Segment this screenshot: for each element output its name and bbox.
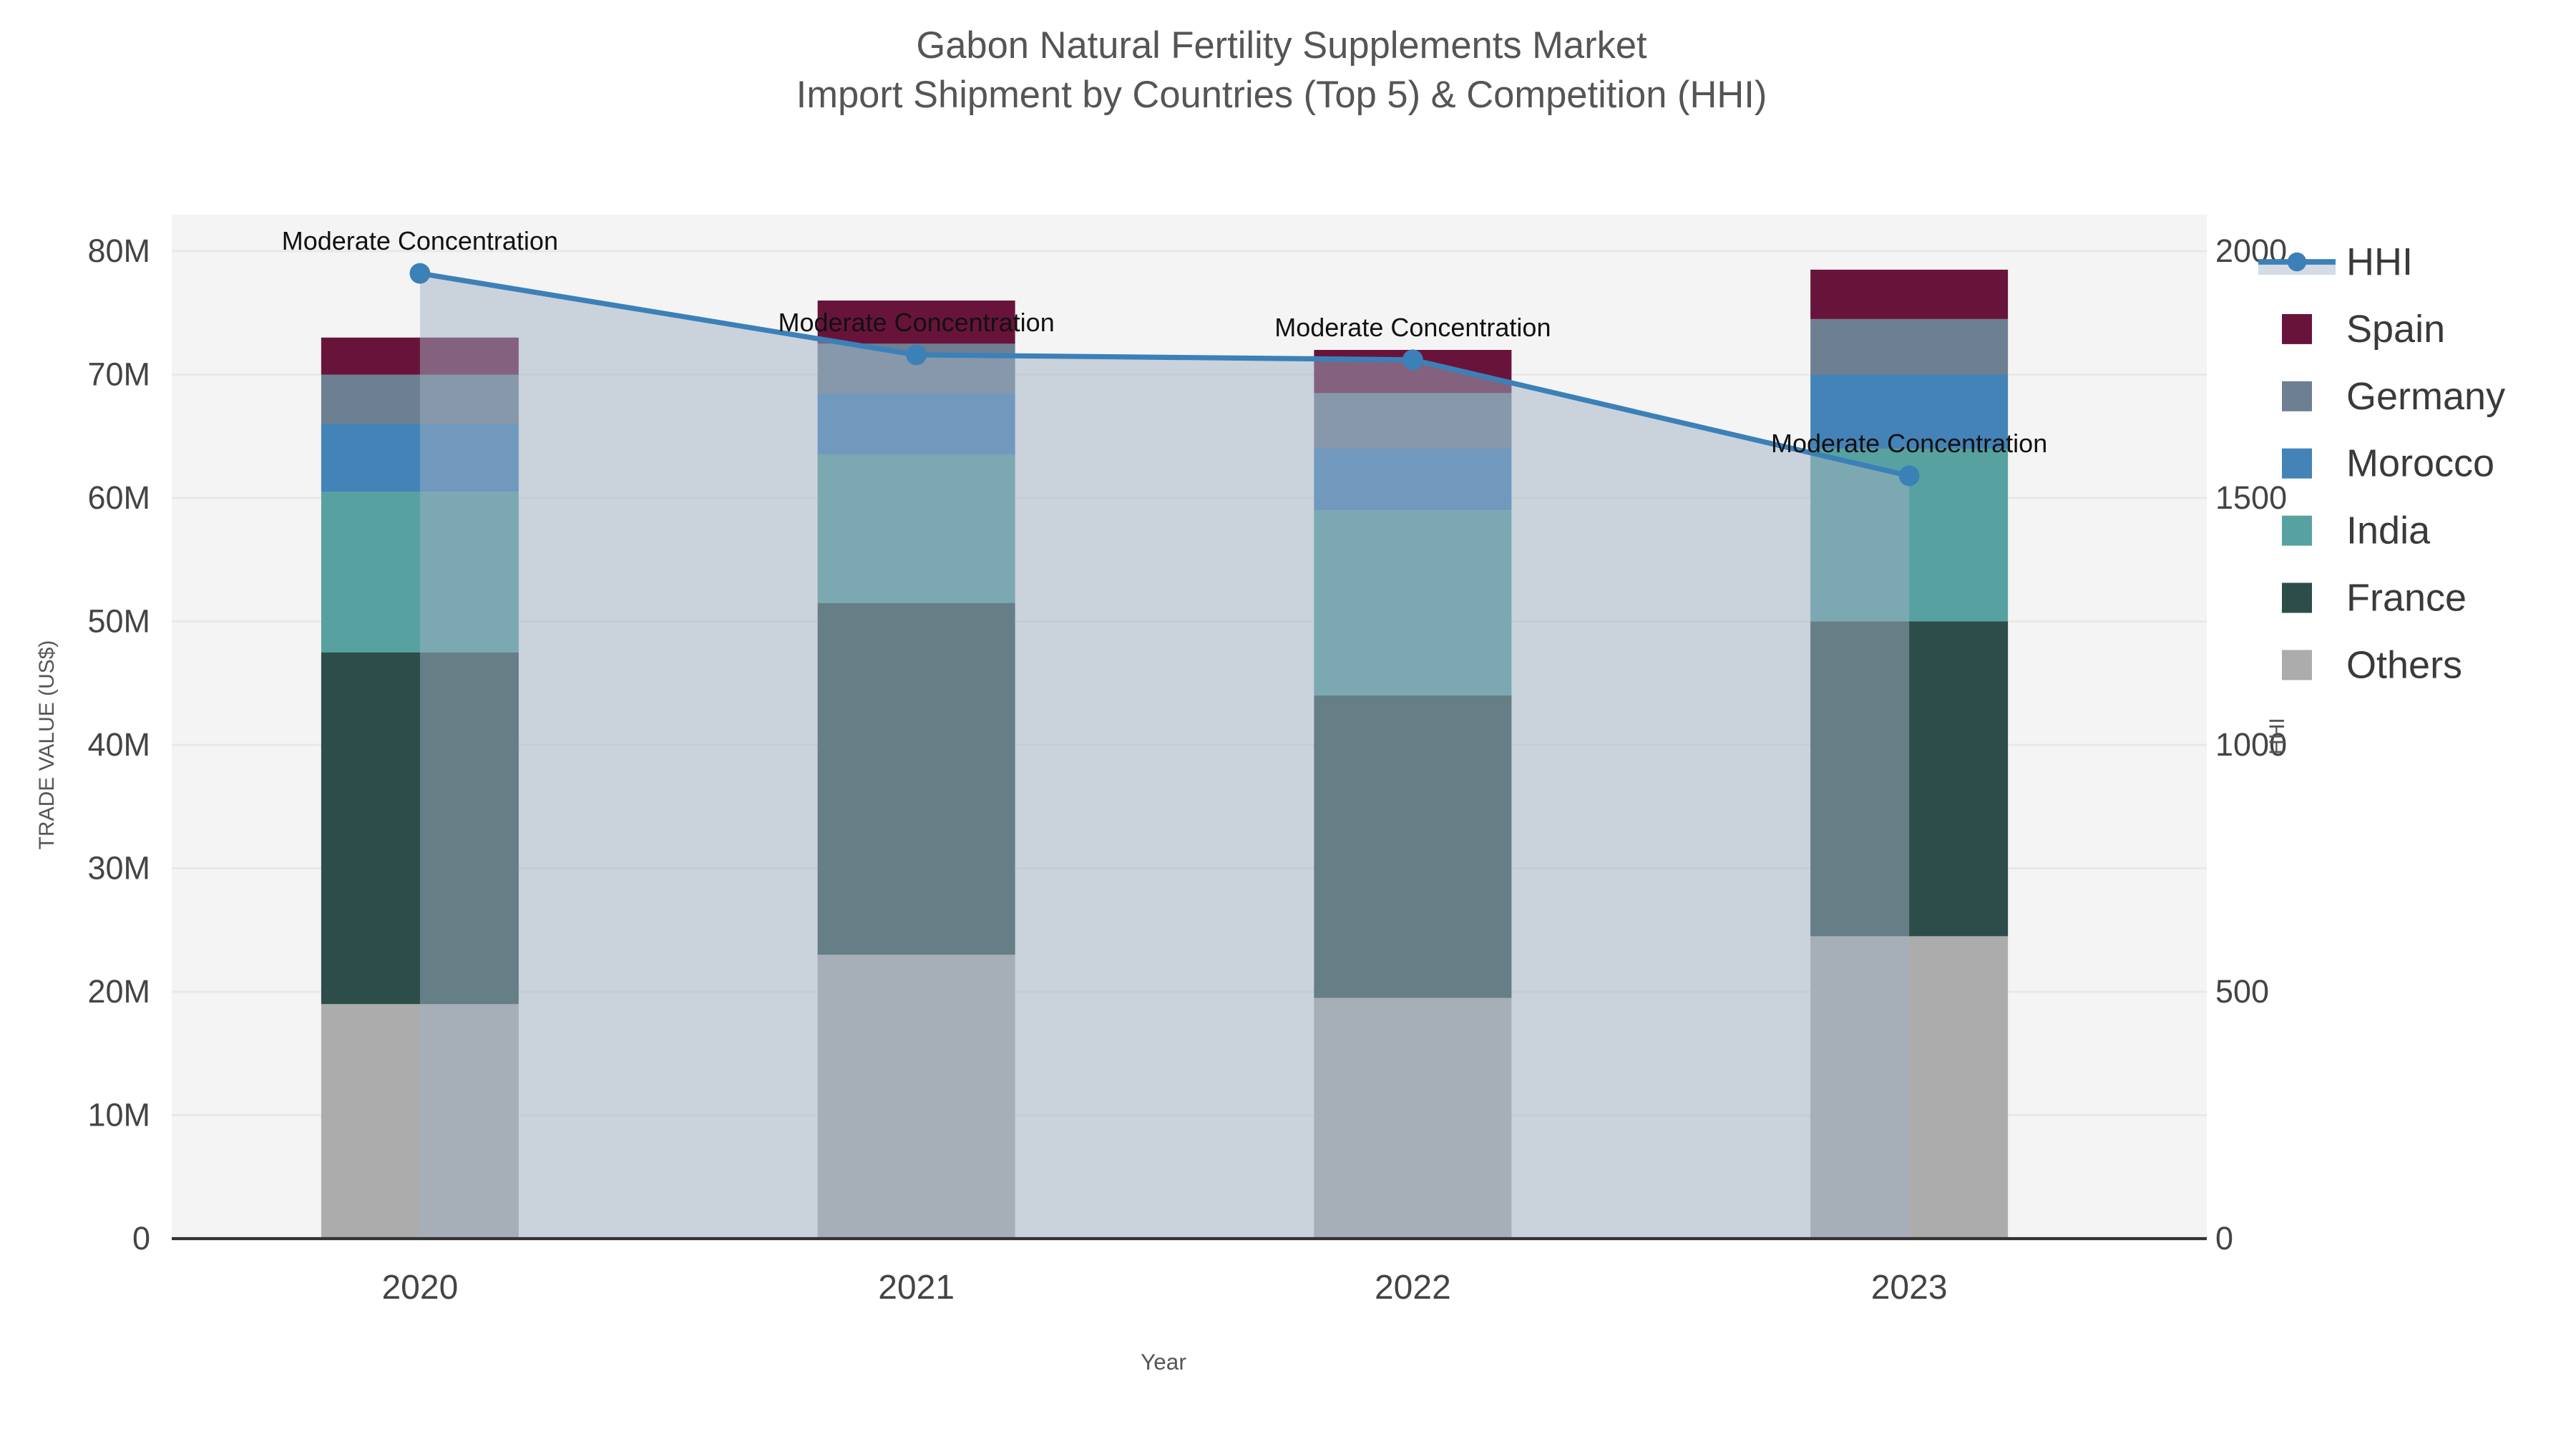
y-left-tick-10M: 10M [87,1097,150,1133]
legend-swatch-others [2282,650,2312,680]
legend-hhi-marker-icon [2287,252,2307,272]
annotation-2023: Moderate Concentration [1771,429,2047,458]
legend-item-germany[interactable]: Germany [2282,375,2505,418]
x-tick-2023: 2023 [1871,1269,1948,1307]
chart-title-line2: Import Shipment by Countries (Top 5) & C… [796,74,1767,116]
x-axis-title: Year [1141,1349,1186,1375]
hhi-marker-2022[interactable] [1402,349,1423,371]
legend-label-others: Others [2346,643,2462,686]
bar-segment-germany-2023[interactable] [1810,318,2009,375]
legend-item-hhi[interactable]: HHI [2258,240,2413,283]
y-left-tick-20M: 20M [87,973,150,1010]
legend-item-others[interactable]: Others [2282,643,2462,686]
legend-swatch-morocco [2282,448,2312,479]
bar-segment-spain-2023[interactable] [1810,269,2009,319]
y-right-tick-1500: 1500 [2215,479,2287,516]
annotation-2021: Moderate Concentration [779,308,1055,337]
hhi-area-band [419,273,1910,1239]
y-right-tick-1000: 1000 [2215,726,2287,763]
y-left-tick-0: 0 [132,1220,150,1257]
legend-item-morocco[interactable]: Morocco [2282,442,2494,485]
chart-title-line1: Gabon Natural Fertility Supplements Mark… [916,24,1647,67]
legend-label-spain: Spain [2346,308,2445,351]
legend-label-morocco: Morocco [2346,442,2494,485]
y-left-tick-40M: 40M [87,726,150,763]
legend-label-hhi: HHI [2346,240,2413,283]
y-left-tick-80M: 80M [87,233,150,269]
y-left-tick-70M: 70M [87,356,150,393]
legend-item-india[interactable]: India [2282,509,2431,552]
y-axis-title-left: TRADE VALUE (US$) [35,640,59,850]
y-right-tick-0: 0 [2215,1220,2233,1257]
y-axis-title-right: HHI [2265,718,2289,755]
annotation-2020: Moderate Concentration [282,226,558,255]
y-left-tick-30M: 30M [87,850,150,887]
hhi-marker-2023[interactable] [1898,465,1920,487]
legend-label-india: India [2346,509,2431,552]
bar-segment-morocco-2023[interactable] [1810,374,2009,449]
x-tick-2020: 2020 [381,1269,458,1307]
legend-swatch-spain [2282,313,2312,344]
legend-item-france[interactable]: France [2282,577,2467,620]
legend-swatch-india [2282,515,2312,546]
x-tick-2022: 2022 [1375,1269,1451,1307]
y-right-tick-500: 500 [2215,973,2269,1010]
hhi-line [419,270,1910,479]
bar-segment-spain-2021[interactable] [817,301,1015,344]
y-left-tick-50M: 50M [87,603,150,640]
hhi-marker-2021[interactable] [906,344,927,366]
legend-item-spain[interactable]: Spain [2282,308,2445,351]
hhi-marker-2020[interactable] [409,263,431,284]
legend-label-germany: Germany [2346,375,2505,418]
legend-swatch-france [2282,582,2312,613]
legend-label-france: France [2346,577,2467,620]
annotation-2022: Moderate Concentration [1274,313,1551,342]
legend-swatch-germany [2282,381,2312,411]
x-tick-2021: 2021 [878,1269,955,1307]
y-left-tick-60M: 60M [87,479,150,516]
